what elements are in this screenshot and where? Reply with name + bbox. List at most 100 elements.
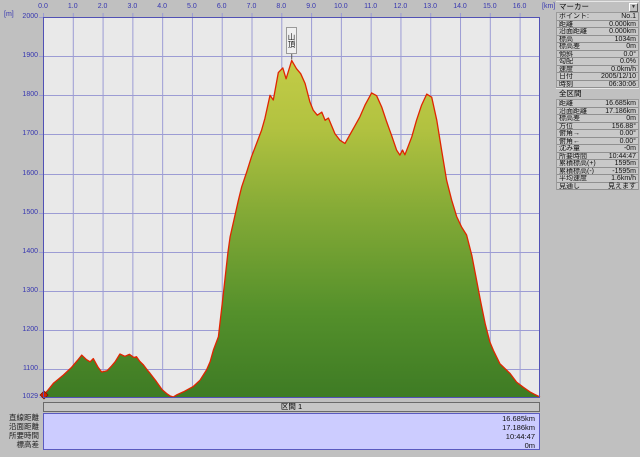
section-row: 平均速度 1.6km/h [557, 175, 638, 183]
marker-row-label: 標高 [559, 35, 573, 42]
section-row-label: 累積標高(-) [559, 167, 594, 174]
marker-row: 標高差 0m [557, 43, 638, 51]
y-axis-unit: [m] [4, 11, 14, 18]
marker-row: 勾配 0.0% [557, 58, 638, 66]
section-panel-title: 全区間 [559, 89, 582, 98]
marker-row-label: 速度 [559, 65, 573, 72]
marker-row-value: 0m [626, 43, 636, 50]
profile-svg [39, 13, 541, 400]
section-row: 俯角← 0.00° [557, 137, 638, 145]
section-row-value: -0m [623, 145, 636, 152]
section-row-label: 俯角→ [559, 130, 580, 137]
section-row-label: 累積標高(+) [559, 160, 596, 167]
section-row-label: 見通し [559, 182, 580, 189]
marker-row-label: ポイント: [559, 13, 589, 20]
section-row-value: 1595m [614, 160, 636, 167]
x-tick-label: 2.0 [97, 3, 108, 10]
summary-row-labels: 直線距離 沿面距離 所要時間 標高差 [0, 413, 39, 449]
section-row-value: 0.00° [619, 137, 636, 145]
summary-label: 標高差 [16, 440, 40, 449]
marker-row: 沿面距離 0.000km [557, 28, 638, 36]
y-tick-label: 1200 [22, 326, 38, 334]
marker-panel-title: マーカー [559, 2, 589, 11]
marker-row-value: 2005/12/10 [600, 73, 636, 80]
marker-row-label: 距離 [559, 20, 573, 27]
x-tick-label: 1.0 [67, 3, 78, 10]
marker-row-value: 1034m [614, 35, 636, 43]
summary-header-label: 区間 1 [280, 402, 303, 411]
marker-row-label: 時刻 [559, 80, 573, 87]
marker-row: 距離 0.000km [557, 20, 638, 28]
y-tick-label: 1700 [22, 130, 38, 138]
section-row-value: 16.685km [605, 100, 636, 107]
section-row: 方位 156.88° [557, 122, 638, 130]
section-row: 標高差 0m [557, 115, 638, 123]
marker-row-value: 0.000km [609, 20, 636, 28]
y-tick-label: 1900 [22, 52, 38, 60]
section-row-value: 1.6km/h [611, 175, 636, 182]
y-tick-label: 1600 [22, 169, 38, 177]
section-row-label: 俯角← [559, 137, 580, 144]
marker-row-value: No.1 [621, 13, 636, 20]
x-tick-label: 7.0 [246, 3, 257, 10]
summary-value: 10:44:47 [505, 432, 535, 441]
section-row-label: 距離 [559, 100, 573, 107]
marker-row: 傾斜 0.0° [557, 50, 638, 58]
x-tick-label: 5.0 [187, 3, 197, 10]
panel-menu-button[interactable]: ▼ [629, 3, 638, 12]
summary-header: 区間 1 [43, 402, 540, 412]
section-row-label: 沿面距離 [559, 107, 587, 114]
section-row: 累積標高(-) -1595m [557, 167, 638, 175]
y-tick-label: 1029 [22, 393, 38, 400]
x-tick-label: 16.0 [512, 3, 527, 10]
x-tick-label: 4.0 [157, 3, 167, 10]
elevation-area [43, 60, 540, 398]
section-row-value: 17.186km [605, 107, 636, 115]
section-row-label: 方位 [559, 122, 573, 129]
elevation-line [42, 59, 541, 398]
section-row-value: 0.00° [619, 130, 636, 137]
x-tick-label: 14.0 [453, 3, 467, 10]
section-row: 距離 16.685km [557, 100, 638, 108]
summary-label: 直線距離 [9, 413, 39, 422]
section-row-label: 沈み量 [559, 145, 580, 152]
section-row: 所要時間 10:44:47 [557, 153, 638, 160]
section-row-label: 標高差 [559, 115, 580, 122]
y-tick-label: 1800 [22, 91, 38, 99]
elevation-chart[interactable] [39, 13, 541, 400]
summary-value: 16.685km [502, 414, 535, 423]
marker-row: 時刻 06:30:06 [557, 80, 638, 88]
section-row-value: -1595m [612, 167, 636, 175]
y-tick-label: 2000 [22, 13, 38, 20]
x-tick-label: 15.0 [482, 3, 497, 10]
x-tick-label: 10.0 [334, 3, 348, 10]
marker-row-value: 0.0km/h [611, 65, 636, 73]
x-tick-label: 3.0 [127, 3, 138, 10]
marker-row: 速度 0.0km/h [557, 65, 638, 73]
x-tick-label: 12.0 [393, 3, 408, 10]
summary-label: 所要時間 [9, 431, 39, 440]
x-axis-unit: [km] [542, 3, 556, 10]
info-panel: マーカー ▼ ポイント: No.1 距離 0.000km 沿面距離 0.000km 標高 10… [556, 1, 639, 190]
marker-row-label: 沿面距離 [559, 28, 587, 35]
marker-rows: ポイント: No.1 距離 0.000km 沿面距離 0.000km 標高 1034m 標高差 0… [556, 12, 639, 88]
section-row-value: 156.88° [611, 122, 636, 130]
y-tick-label: 1400 [22, 247, 38, 255]
x-tick-label: 11.0 [364, 3, 378, 10]
marker-row-value: 06:30:06 [608, 80, 636, 88]
x-tick-label: 8.0 [276, 3, 287, 10]
x-tick-label: 0.0 [38, 3, 48, 10]
marker-row-value: 0.0° [623, 50, 636, 58]
y-tick-label: 1100 [22, 365, 38, 373]
section-rows: 距離 16.685km 沿面距離 17.186km 標高差 0m 方位 156.88° 俯角→ 0… [556, 99, 639, 190]
section-row: 俯角→ 0.00° [557, 130, 638, 138]
summit-annotation: 山頂 [286, 27, 297, 54]
section-panel-header: 全区間 [556, 88, 639, 99]
marker-row: 標高 1034m [557, 35, 638, 43]
section-row-value: 0m [626, 115, 636, 122]
y-tick-label: 1300 [22, 286, 38, 294]
marker-row-value: 0.000km [609, 28, 636, 35]
x-tick-label: 9.0 [306, 3, 316, 10]
section-row: 沿面距離 17.186km [557, 107, 638, 115]
